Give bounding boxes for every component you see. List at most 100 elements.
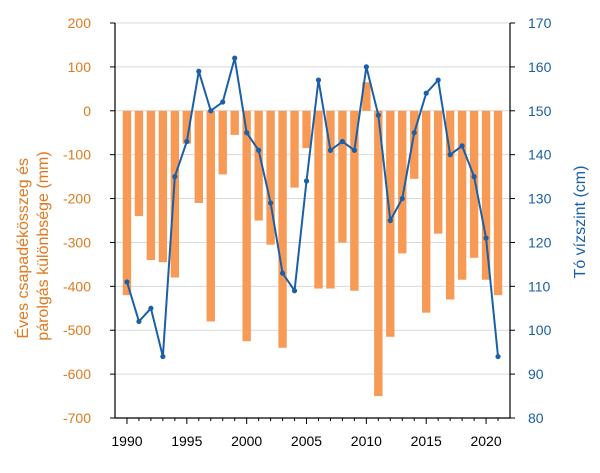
bar-1996 <box>194 110 203 203</box>
bar-2014 <box>410 110 419 179</box>
left-axis-label-line1: Éves csapadékösszeg és <box>13 158 32 339</box>
point-2021 <box>495 353 501 360</box>
point-2007 <box>327 147 334 153</box>
right-tick-label: 150 <box>528 103 552 119</box>
point-1996 <box>196 68 202 74</box>
right-tick-label: 140 <box>528 147 552 163</box>
x-tick-label: 2015 <box>411 433 442 449</box>
point-2018 <box>459 143 465 149</box>
point-2017 <box>447 152 453 158</box>
point-2003 <box>279 270 286 276</box>
right-tick-label: 80 <box>528 410 544 426</box>
point-2009 <box>351 147 357 153</box>
point-2004 <box>291 288 298 294</box>
bar-series <box>122 82 503 397</box>
bar-1993 <box>158 110 168 263</box>
bar-2016 <box>433 110 443 234</box>
bar-2005 <box>302 110 311 149</box>
bar-2017 <box>445 110 455 300</box>
line-series <box>124 55 501 360</box>
x-tick-label: 2010 <box>351 433 382 449</box>
left-axis-label-line2: párolgás különbsége (mm) <box>35 151 52 340</box>
point-2020 <box>483 235 489 241</box>
point-1990 <box>124 279 130 285</box>
bar-2013 <box>398 110 407 254</box>
point-1991 <box>136 318 142 325</box>
left-tick-label: -100 <box>63 147 91 163</box>
bar-2004 <box>290 110 299 188</box>
bar-2003 <box>278 110 287 348</box>
bar-1997 <box>206 110 215 322</box>
point-1998 <box>220 99 226 105</box>
x-tick-label: 2000 <box>231 433 262 449</box>
bar-2001 <box>254 110 263 221</box>
bar-2008 <box>338 110 347 243</box>
left-axis-ticks: 200 100 0 -100 -200 -300 -400 -500 -600 -700 <box>63 15 115 426</box>
left-tick-label: -400 <box>63 278 91 294</box>
left-tick-label: -700 <box>63 410 91 426</box>
right-tick-label: 100 <box>528 322 552 338</box>
left-tick-label: -600 <box>63 366 91 382</box>
point-2014 <box>411 130 417 136</box>
bar-1995 <box>182 110 192 144</box>
left-tick-label: -500 <box>63 322 91 338</box>
bar-2012 <box>386 110 395 337</box>
bar-2019 <box>469 110 479 258</box>
point-2010 <box>363 64 369 70</box>
point-2008 <box>339 138 346 145</box>
point-2000 <box>244 130 250 136</box>
point-1992 <box>148 305 154 311</box>
point-1999 <box>232 55 238 61</box>
right-tick-label: 120 <box>528 234 552 250</box>
point-2019 <box>471 174 477 180</box>
bar-2021 <box>493 110 503 296</box>
point-2006 <box>315 77 322 83</box>
bar-2007 <box>326 110 335 289</box>
point-1993 <box>160 353 166 360</box>
right-tick-label: 130 <box>528 191 552 207</box>
x-tick-label: 2005 <box>291 433 322 449</box>
right-axis-label: Tó vízszint (cm) <box>572 166 589 279</box>
axes <box>114 23 511 419</box>
point-2011 <box>375 112 381 118</box>
point-2015 <box>423 90 429 96</box>
left-tick-label: -200 <box>63 191 91 207</box>
left-tick-label: 100 <box>68 59 92 75</box>
right-axis-ticks: 170 160 150 140 130 120 110 100 90 80 <box>510 15 552 426</box>
point-2016 <box>435 77 441 83</box>
point-1994 <box>172 174 178 180</box>
left-axis-label: Éves csapadékösszeg és párolgás különbsé… <box>13 151 52 340</box>
bar-2002 <box>266 110 275 245</box>
bar-1992 <box>146 110 156 261</box>
point-2002 <box>268 200 274 206</box>
bar-1994 <box>170 110 180 278</box>
left-tick-label: 0 <box>83 103 91 119</box>
bar-2011 <box>374 110 383 397</box>
bar-2009 <box>350 110 359 291</box>
point-2012 <box>387 217 393 224</box>
x-tick-label: 1990 <box>111 433 142 449</box>
bar-2010 <box>362 82 371 111</box>
point-1995 <box>184 138 190 145</box>
bar-1990 <box>122 110 132 296</box>
right-tick-label: 90 <box>528 366 544 382</box>
bar-2020 <box>481 110 491 280</box>
point-2013 <box>399 195 405 202</box>
x-axis-ticks: 1990 1995 2000 2005 2010 2015 2020 <box>111 418 502 449</box>
bar-2015 <box>422 110 431 313</box>
right-tick-label: 110 <box>528 278 551 294</box>
water-level-line <box>126 57 500 357</box>
right-tick-label: 170 <box>528 15 552 31</box>
x-tick-label: 2020 <box>470 433 501 449</box>
bar-2018 <box>457 110 467 280</box>
left-tick-label: -300 <box>63 234 91 250</box>
left-tick-label: 200 <box>68 15 92 31</box>
right-tick-label: 160 <box>528 59 552 75</box>
bar-1991 <box>134 110 144 217</box>
bar-2000 <box>242 110 251 342</box>
bar-1999 <box>230 110 239 135</box>
bar-1998 <box>218 110 227 175</box>
point-2005 <box>303 178 310 184</box>
point-2001 <box>256 147 262 153</box>
